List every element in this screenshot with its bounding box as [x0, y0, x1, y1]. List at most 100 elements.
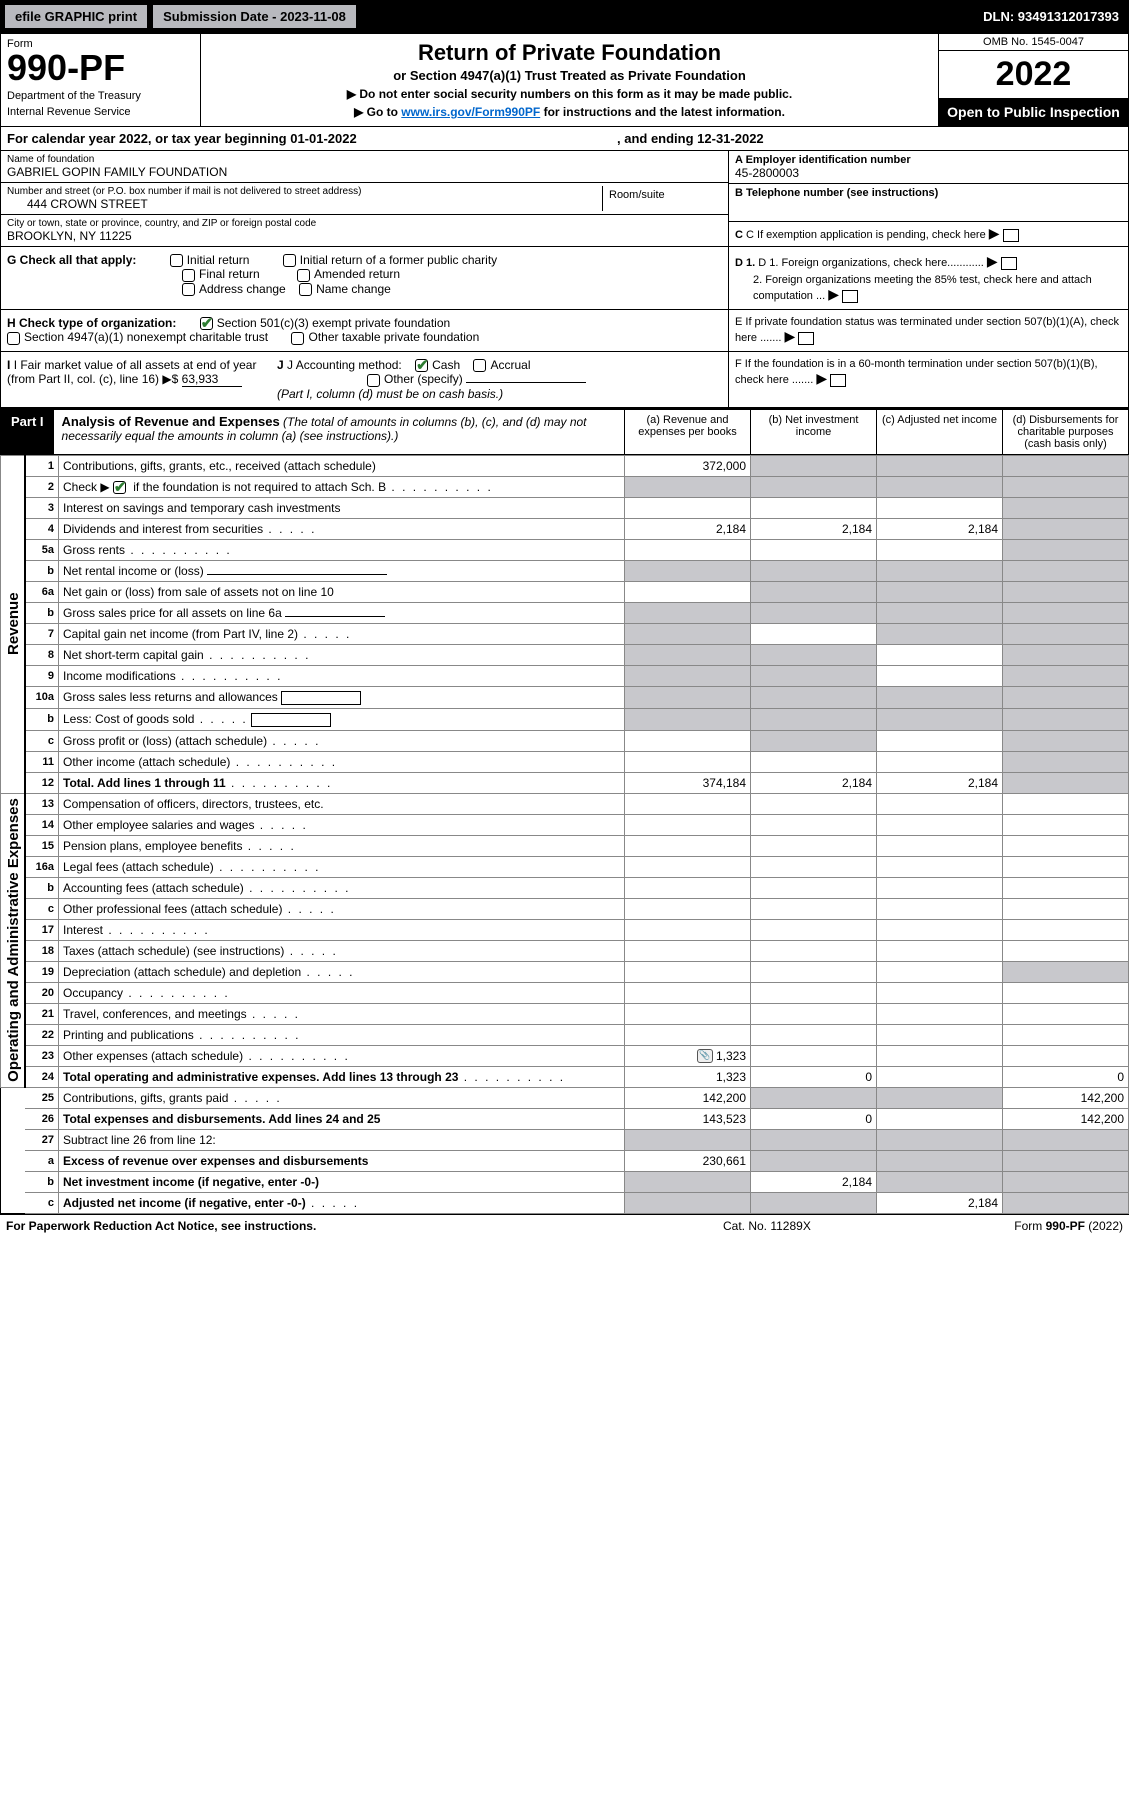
e-terminated: E If private foundation status was termi…	[735, 316, 1122, 345]
calendar-year-row: For calendar year 2022, or tax year begi…	[0, 127, 1129, 151]
table-row: 19Depreciation (attach schedule) and dep…	[1, 961, 1129, 982]
table-row: 11Other income (attach schedule)	[1, 751, 1129, 772]
header-right: OMB No. 1545-0047 2022 Open to Public In…	[938, 34, 1128, 126]
checkbox-d2[interactable]	[842, 290, 858, 303]
efile-print-button[interactable]: efile GRAPHIC print	[4, 4, 148, 29]
table-row: bGross sales price for all assets on lin…	[1, 602, 1129, 623]
city-state-zip: BROOKLYN, NY 11225	[7, 229, 722, 243]
table-row: 8Net short-term capital gain	[1, 644, 1129, 665]
table-row: 20Occupancy	[1, 982, 1129, 1003]
table-row: 10aGross sales less returns and allowanc…	[1, 686, 1129, 708]
goto-note: ▶ Go to www.irs.gov/Form990PF for instru…	[211, 105, 928, 119]
checkbox-c[interactable]	[1003, 229, 1019, 242]
table-row: 15Pension plans, employee benefits	[1, 835, 1129, 856]
irs-label: Internal Revenue Service	[7, 106, 194, 118]
col-d-header: (d) Disbursements for charitable purpose…	[1002, 410, 1128, 454]
checkbox-address-change[interactable]	[182, 283, 195, 296]
table-row: bNet investment income (if negative, ent…	[1, 1172, 1129, 1193]
omb-number: OMB No. 1545-0047	[939, 34, 1128, 51]
table-row: 4Dividends and interest from securities2…	[1, 518, 1129, 539]
arrow-icon: ▶	[989, 225, 1000, 241]
attachment-icon[interactable]: 📎	[697, 1049, 713, 1063]
phone-cell: B Telephone number (see instructions)	[729, 184, 1128, 222]
form-ref: Form 990-PF (2022)	[923, 1219, 1123, 1233]
submission-date: Submission Date - 2023-11-08	[152, 4, 357, 29]
checkbox-other-method[interactable]	[367, 374, 380, 387]
table-row: 7Capital gain net income (from Part IV, …	[1, 623, 1129, 644]
table-row: 3Interest on savings and temporary cash …	[1, 497, 1129, 518]
checkbox-cash[interactable]	[415, 359, 428, 372]
page-footer: For Paperwork Reduction Act Notice, see …	[0, 1214, 1129, 1237]
address-cell: Number and street (or P.O. box number if…	[1, 183, 728, 215]
col-c-header: (c) Adjusted net income	[876, 410, 1002, 454]
form-number: 990-PF	[7, 50, 194, 86]
part-1-table: Revenue 1 Contributions, gifts, grants, …	[0, 455, 1129, 1215]
irs-link[interactable]: www.irs.gov/Form990PF	[401, 105, 540, 119]
dept-treasury: Department of the Treasury	[7, 90, 194, 102]
checkbox-final-return[interactable]	[182, 269, 195, 282]
table-row: 21Travel, conferences, and meetings	[1, 1003, 1129, 1024]
table-row: aExcess of revenue over expenses and dis…	[1, 1151, 1129, 1172]
street-address: 444 CROWN STREET	[7, 197, 602, 211]
checkbox-d1[interactable]	[1001, 257, 1017, 270]
table-row: 24Total operating and administrative exp…	[1, 1067, 1129, 1088]
j-label: J Accounting method:	[287, 358, 402, 372]
fmv-value: 63,933	[182, 372, 242, 387]
table-row: 18Taxes (attach schedule) (see instructi…	[1, 940, 1129, 961]
h-label: H Check type of organization:	[7, 316, 176, 330]
dln-number: DLN: 93491312017393	[983, 9, 1127, 24]
table-row: 25Contributions, gifts, grants paid142,2…	[1, 1088, 1129, 1109]
part-1-label: Part I	[1, 410, 54, 454]
form-subtitle: or Section 4947(a)(1) Trust Treated as P…	[211, 68, 928, 83]
table-row: bLess: Cost of goods sold	[1, 708, 1129, 730]
part-1-header: Part I Analysis of Revenue and Expenses …	[0, 408, 1129, 455]
cat-number: Cat. No. 11289X	[723, 1219, 923, 1233]
checkbox-name-change[interactable]	[299, 283, 312, 296]
g-label: G Check all that apply:	[7, 253, 136, 267]
open-inspection: Open to Public Inspection	[939, 98, 1128, 126]
checkbox-501c3[interactable]	[200, 317, 213, 330]
entity-info-block: Name of foundation GABRIEL GOPIN FAMILY …	[0, 151, 1129, 247]
top-bar: efile GRAPHIC print Submission Date - 20…	[0, 0, 1129, 33]
table-row: 16aLegal fees (attach schedule)	[1, 856, 1129, 877]
ein-cell: A Employer identification number 45-2800…	[729, 151, 1128, 184]
part-1-title: Analysis of Revenue and Expenses (The to…	[54, 410, 624, 454]
checkbox-amended[interactable]	[297, 269, 310, 282]
table-row: 6aNet gain or (loss) from sale of assets…	[1, 581, 1129, 602]
section-i-j-f: I I Fair market value of all assets at e…	[0, 352, 1129, 408]
checkbox-f[interactable]	[830, 374, 846, 387]
j-note: (Part I, column (d) must be on cash basi…	[277, 387, 503, 401]
table-row: 5aGross rents	[1, 539, 1129, 560]
table-row: 12Total. Add lines 1 through 11374,1842,…	[1, 772, 1129, 793]
checkbox-other-taxable[interactable]	[291, 332, 304, 345]
col-b-header: (b) Net investment income	[750, 410, 876, 454]
checkbox-initial-former[interactable]	[283, 254, 296, 267]
foundation-name: GABRIEL GOPIN FAMILY FOUNDATION	[7, 165, 722, 179]
table-row: 14Other employee salaries and wages	[1, 814, 1129, 835]
checkbox-accrual[interactable]	[473, 359, 486, 372]
table-row: Revenue 1 Contributions, gifts, grants, …	[1, 455, 1129, 476]
tax-year-end: , and ending 12-31-2022	[617, 131, 764, 146]
table-row: 26Total expenses and disbursements. Add …	[1, 1109, 1129, 1130]
revenue-side-label: Revenue	[1, 455, 25, 793]
checkbox-4947[interactable]	[7, 332, 20, 345]
f-60month: F If the foundation is in a 60-month ter…	[735, 358, 1122, 387]
checkbox-initial-return[interactable]	[170, 254, 183, 267]
table-row: cAdjusted net income (if negative, enter…	[1, 1193, 1129, 1214]
table-row: bNet rental income or (loss)	[1, 560, 1129, 581]
table-row: cOther professional fees (attach schedul…	[1, 898, 1129, 919]
d1-foreign: D 1. D 1. Foreign organizations, check h…	[735, 253, 1122, 270]
city-cell: City or town, state or province, country…	[1, 215, 728, 246]
paperwork-notice: For Paperwork Reduction Act Notice, see …	[6, 1219, 723, 1233]
header-center: Return of Private Foundation or Section …	[201, 34, 938, 126]
table-row: 23Other expenses (attach schedule)📎 1,32…	[1, 1045, 1129, 1067]
section-g-d: G Check all that apply: Initial return I…	[0, 247, 1129, 310]
tax-year: 2022	[939, 51, 1128, 98]
checkbox-e[interactable]	[798, 332, 814, 345]
col-a-header: (a) Revenue and expenses per books	[624, 410, 750, 454]
checkbox-sch-b[interactable]	[113, 481, 126, 494]
ein-value: 45-2800003	[735, 166, 1122, 180]
table-row: 2 Check ▶ if the foundation is not requi…	[1, 476, 1129, 497]
exemption-pending: C C If exemption application is pending,…	[729, 222, 1128, 245]
tax-year-begin: For calendar year 2022, or tax year begi…	[7, 131, 617, 146]
